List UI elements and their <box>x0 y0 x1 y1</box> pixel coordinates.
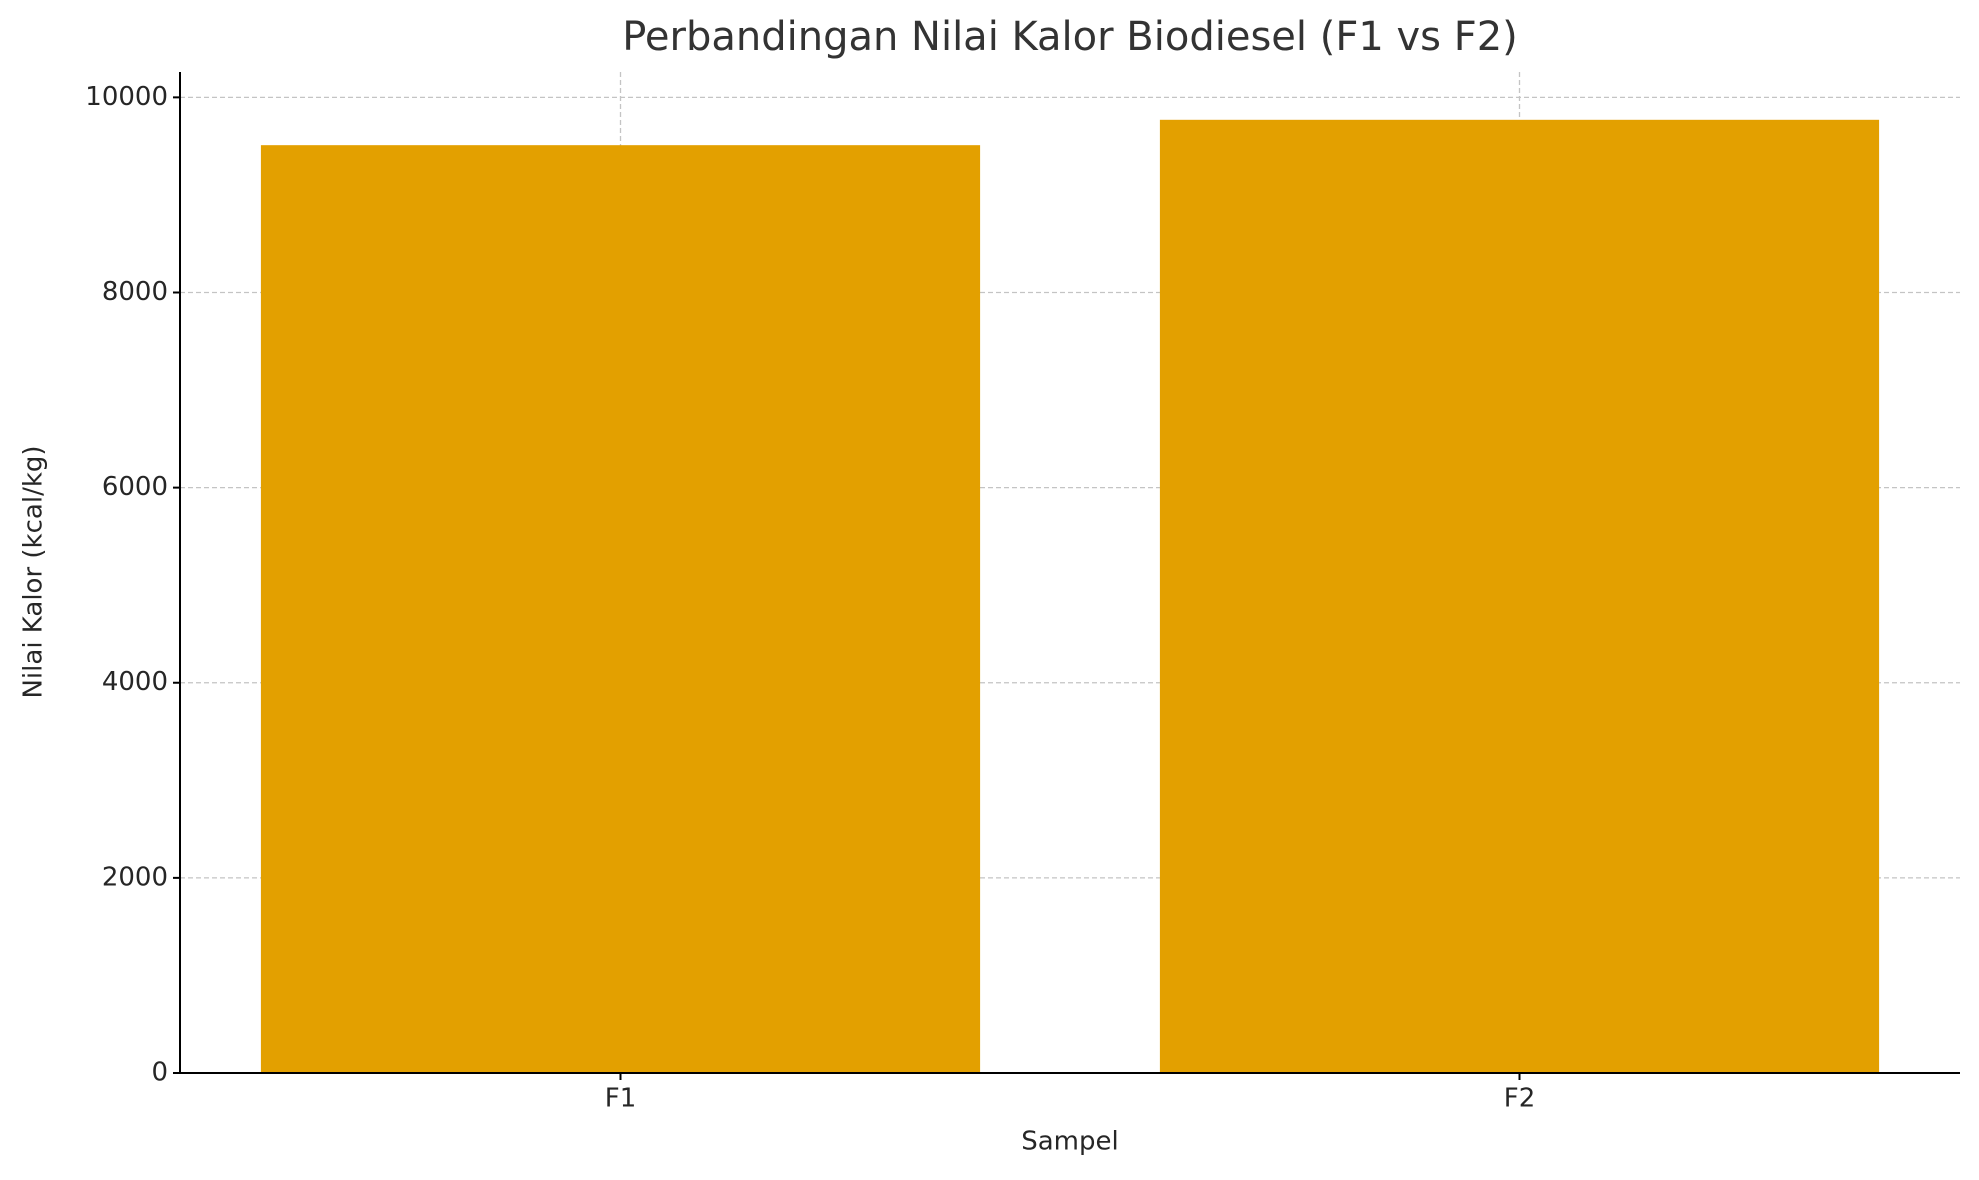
chart-title: Perbandingan Nilai Kalor Biodiesel (F1 v… <box>622 14 1518 60</box>
y-tick-label: 2000 <box>102 862 168 892</box>
y-tick-label: 4000 <box>102 667 168 697</box>
y-tick-label: 6000 <box>102 472 168 502</box>
x-tick-label: F1 <box>605 1084 637 1114</box>
y-tick-label: 0 <box>151 1058 168 1088</box>
x-tick-label: F2 <box>1504 1084 1536 1114</box>
x-axis-label: Sampel <box>1021 1127 1119 1157</box>
y-tick-label: 8000 <box>102 277 168 307</box>
bar <box>1159 119 1880 1074</box>
y-axis-label: Nilai Kalor (kcal/kg) <box>19 445 49 698</box>
bar <box>260 145 981 1074</box>
y-tick-label: 10000 <box>85 82 168 112</box>
